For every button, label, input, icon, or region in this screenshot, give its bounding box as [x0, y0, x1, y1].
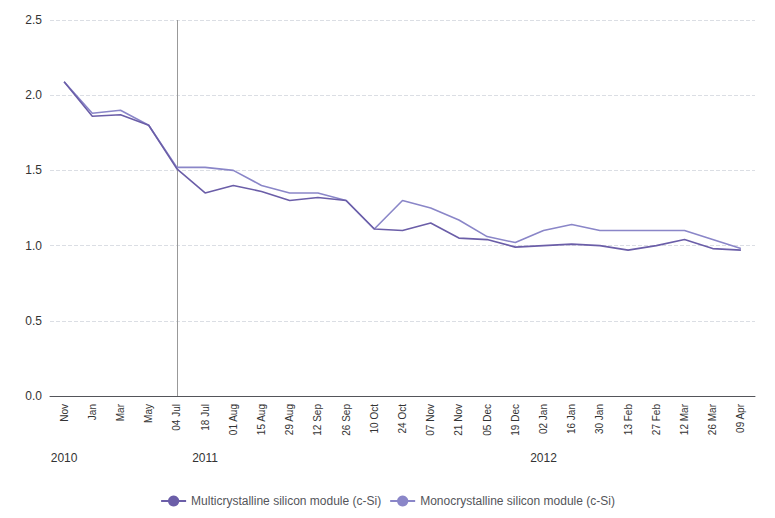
svg-text:10 Oct: 10 Oct — [369, 404, 380, 434]
svg-text:12 Sep: 12 Sep — [312, 404, 323, 436]
svg-text:Multicrystalline silicon modul: Multicrystalline silicon module (c-Si) — [191, 494, 381, 508]
svg-text:2.0: 2.0 — [25, 88, 42, 102]
svg-text:30 Jan: 30 Jan — [594, 404, 605, 434]
svg-text:May: May — [143, 404, 154, 423]
svg-text:12 Mar: 12 Mar — [679, 403, 690, 435]
svg-text:0.5: 0.5 — [25, 314, 42, 328]
svg-text:Mar: Mar — [115, 403, 126, 421]
svg-text:16 Jan: 16 Jan — [566, 404, 577, 434]
svg-text:0.0: 0.0 — [25, 389, 42, 403]
svg-text:19 Dec: 19 Dec — [510, 404, 521, 436]
svg-text:29 Aug: 29 Aug — [284, 404, 295, 435]
svg-text:07 Nov: 07 Nov — [425, 404, 436, 436]
svg-text:24 Oct: 24 Oct — [397, 404, 408, 434]
svg-text:18 Jul: 18 Jul — [200, 404, 211, 431]
svg-text:1.0: 1.0 — [25, 239, 42, 253]
svg-text:1.5: 1.5 — [25, 163, 42, 177]
svg-text:2010: 2010 — [51, 451, 78, 465]
svg-text:15 Aug: 15 Aug — [256, 404, 267, 435]
svg-text:2011: 2011 — [192, 451, 218, 465]
svg-text:26 Sep: 26 Sep — [341, 404, 352, 436]
svg-text:04 Jul: 04 Jul — [171, 404, 182, 431]
svg-text:09 Apr: 09 Apr — [735, 403, 746, 433]
svg-text:13 Feb: 13 Feb — [623, 404, 634, 436]
svg-text:01 Aug: 01 Aug — [228, 404, 239, 435]
svg-text:2012: 2012 — [530, 451, 557, 465]
svg-text:Monocrystalline silicon module: Monocrystalline silicon module (c-Si) — [420, 494, 615, 508]
svg-text:Jan: Jan — [87, 404, 98, 420]
svg-text:27 Feb: 27 Feb — [651, 404, 662, 436]
svg-text:2.5: 2.5 — [25, 13, 42, 27]
svg-text:26 Mar: 26 Mar — [707, 403, 718, 435]
svg-text:21 Nov: 21 Nov — [453, 404, 464, 436]
svg-text:05 Dec: 05 Dec — [482, 404, 493, 436]
svg-text:02 Jan: 02 Jan — [538, 404, 549, 434]
svg-text:Nov: Nov — [59, 404, 70, 422]
